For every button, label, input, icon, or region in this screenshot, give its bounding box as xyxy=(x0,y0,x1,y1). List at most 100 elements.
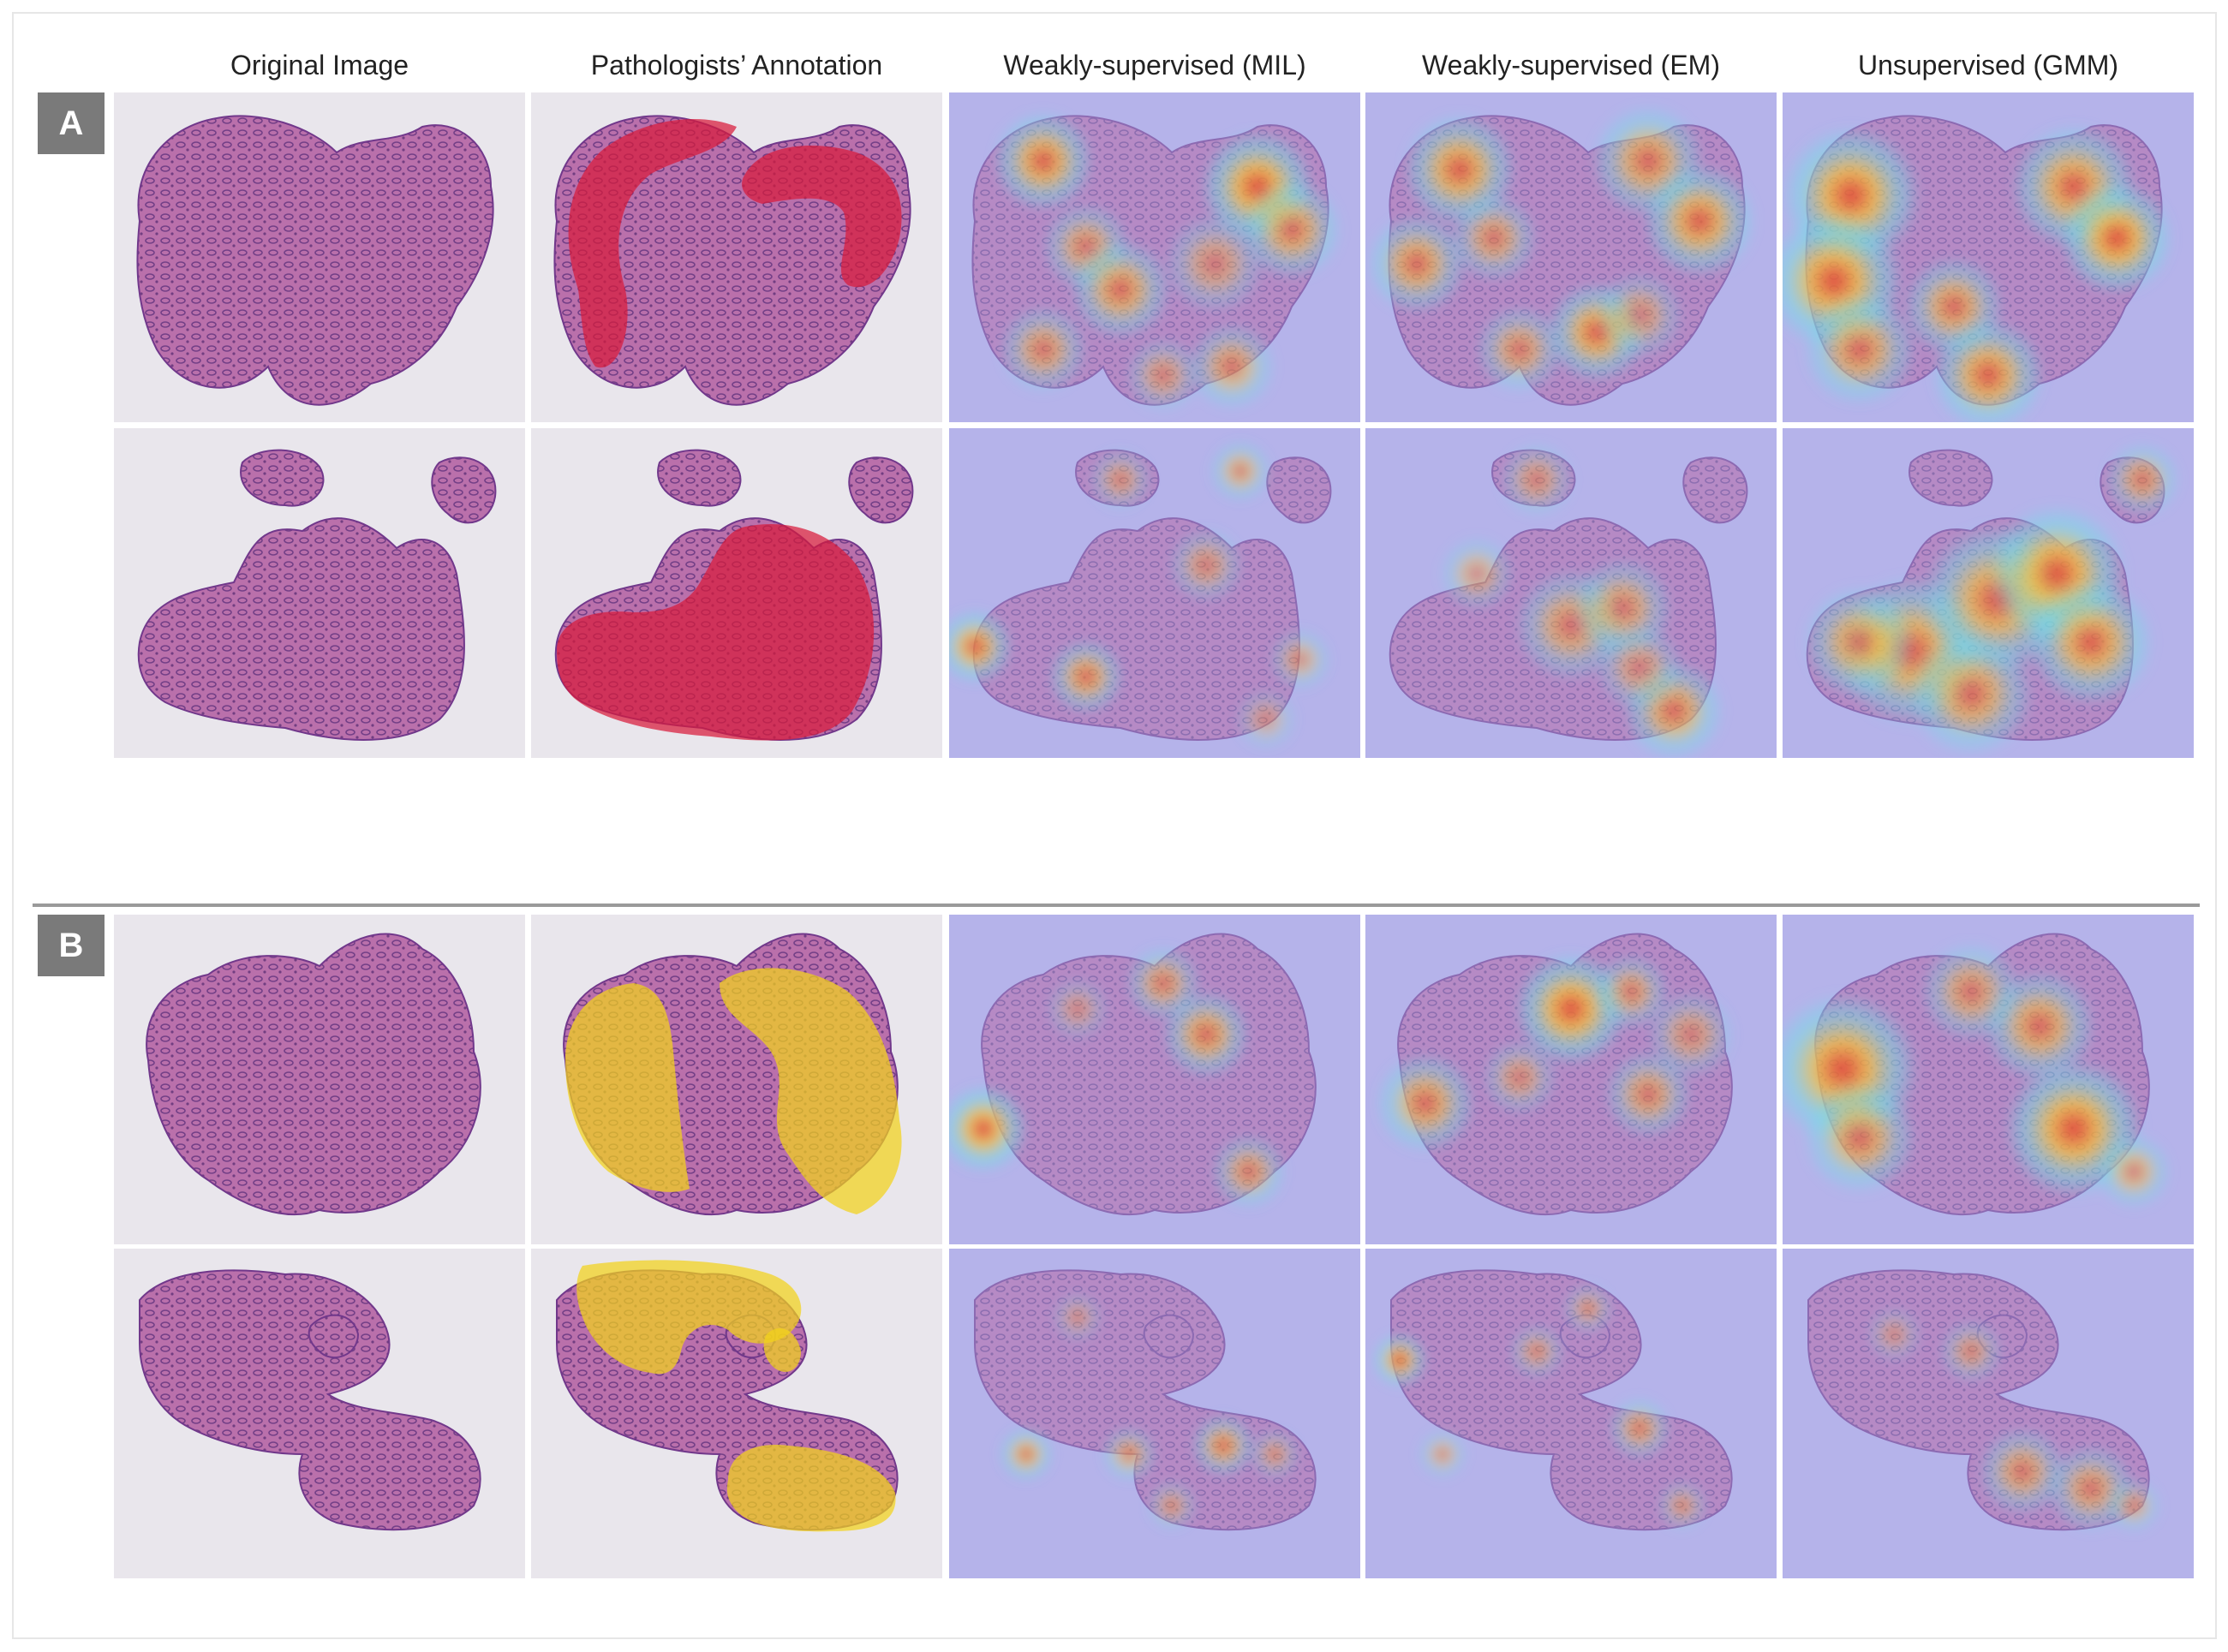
tile-a2-em xyxy=(1365,428,1777,758)
heat-spot xyxy=(1249,1428,1300,1480)
heat-spot xyxy=(998,304,1089,395)
tile-a2-gmm xyxy=(1783,428,2194,758)
heat-spot xyxy=(1481,1039,1558,1116)
heat-spot xyxy=(1240,178,1343,281)
heat-spot xyxy=(1417,1428,1468,1480)
tile-image xyxy=(1783,1249,2194,1578)
tile-a1-original xyxy=(114,92,525,422)
heat-spot xyxy=(2104,441,2181,518)
heat-spot xyxy=(1607,1396,1672,1461)
tile-a1-em xyxy=(1365,92,1777,422)
heat-spot xyxy=(1168,527,1245,604)
heat-spot xyxy=(1088,447,1153,512)
heat-spot xyxy=(1365,212,1468,315)
tile-image xyxy=(1365,1249,1777,1578)
tile-image xyxy=(949,428,1360,758)
tissue-section xyxy=(139,1269,481,1531)
column-header-annotation: Pathologists’ Annotation xyxy=(590,50,883,81)
tile-b2-annotation xyxy=(531,1249,942,1578)
tile-image xyxy=(1365,915,1777,1244)
heatmap-layer xyxy=(998,1291,1300,1531)
heat-spot xyxy=(1562,1283,1614,1334)
heat-spot xyxy=(949,608,1013,685)
tile-b2-mil xyxy=(949,1249,1360,1578)
heat-spot xyxy=(1191,1413,1256,1478)
tile-image xyxy=(114,915,525,1244)
tile-image xyxy=(531,915,942,1244)
tile-image xyxy=(949,92,1360,422)
annotation-region xyxy=(763,1327,801,1372)
heatmap-layer xyxy=(1438,441,1725,758)
heat-spot xyxy=(1268,627,1333,692)
tile-b1-mil xyxy=(949,915,1360,1244)
heatmap-layer xyxy=(1801,441,2181,758)
tile-b2-original xyxy=(114,1249,525,1578)
tile-a2-original xyxy=(114,428,525,758)
tile-image xyxy=(949,915,1360,1244)
heat-spot xyxy=(1438,535,1515,612)
heat-spot xyxy=(1233,687,1299,752)
heatmap-layer xyxy=(992,110,1343,414)
heat-spot xyxy=(1920,940,2022,1043)
heat-spot xyxy=(949,1083,1029,1174)
heat-spot xyxy=(1161,989,1251,1080)
tile-image xyxy=(531,428,942,758)
annotation-region xyxy=(720,968,902,1214)
heat-spot xyxy=(1641,163,1758,279)
tile-a1-mil xyxy=(949,92,1360,422)
heat-spot xyxy=(1101,1426,1157,1482)
panel-divider xyxy=(33,904,2200,907)
heat-spot xyxy=(2027,578,2155,707)
tile-a1-annotation xyxy=(531,92,942,422)
tile-image xyxy=(1783,428,2194,758)
tile-a1-gmm xyxy=(1783,92,2194,422)
heat-spot xyxy=(1594,270,1685,361)
heatmap-layer xyxy=(949,945,1287,1210)
annotation-region xyxy=(742,146,902,288)
tile-a2-mil xyxy=(949,428,1360,758)
tile-image xyxy=(1783,915,2194,1244)
heat-spot xyxy=(1374,1052,1477,1154)
heat-spot xyxy=(1125,337,1202,414)
tile-image xyxy=(531,92,942,422)
heat-spot xyxy=(1371,1332,1428,1388)
heat-spot xyxy=(1657,1480,1708,1531)
tile-image xyxy=(114,428,525,758)
heatmap-layer xyxy=(1374,951,1736,1154)
heatmap-layer xyxy=(1783,940,2172,1210)
heat-spot xyxy=(1208,438,1273,504)
heatmap-layer xyxy=(949,438,1333,752)
tile-b1-em xyxy=(1365,915,1777,1244)
heat-spot xyxy=(1052,1291,1103,1343)
tile-image xyxy=(114,92,525,422)
tile-b1-annotation xyxy=(531,915,942,1244)
heat-spot xyxy=(1866,1306,1922,1363)
heat-spot xyxy=(1045,976,1110,1041)
column-header-original: Original Image xyxy=(230,50,409,81)
panel-label-a: A xyxy=(38,92,105,154)
heat-spot xyxy=(1146,1480,1198,1531)
heat-spot xyxy=(2106,1477,2162,1534)
column-header-em: Weakly-supervised (EM) xyxy=(1422,50,1720,81)
heat-spot xyxy=(1646,989,1736,1080)
heat-spot xyxy=(1592,953,1670,1030)
annotation-region xyxy=(565,983,690,1192)
heat-spot xyxy=(2058,180,2175,296)
annotation-region xyxy=(726,1445,896,1532)
heat-spot xyxy=(1801,584,1918,701)
tile-b2-gmm xyxy=(1783,1249,2194,1578)
heat-spot xyxy=(992,110,1095,212)
heatmap-layer xyxy=(1371,1283,1708,1531)
heat-spot xyxy=(1977,1426,2068,1517)
heat-spot xyxy=(1048,638,1125,715)
heat-spot xyxy=(1508,1323,1565,1380)
heat-spot xyxy=(1069,238,1172,341)
annotation-region xyxy=(576,1260,802,1375)
heat-spot xyxy=(1210,1133,1287,1210)
tile-image xyxy=(1783,92,2194,422)
heatmap-layer xyxy=(1783,122,2175,422)
tile-image xyxy=(114,1249,525,1578)
tissue-section xyxy=(146,933,481,1216)
tile-a2-annotation xyxy=(531,428,942,758)
heat-spot xyxy=(1801,1079,1918,1196)
